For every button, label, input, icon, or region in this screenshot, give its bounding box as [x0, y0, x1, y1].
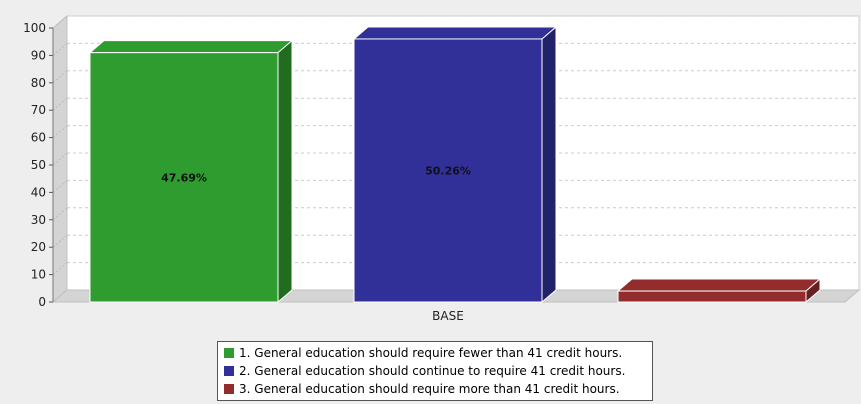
legend-label-2: 2. General education should continue to …	[239, 364, 626, 378]
bar	[353, 38, 543, 303]
gridline-side	[52, 180, 68, 193]
chart-svg: 0 10 20 30 40 50 60 70 80 90 100 47.69% 50.26% BASE	[23, 14, 861, 323]
legend-swatch-3	[224, 384, 234, 394]
y-tick-label: 0	[38, 295, 46, 309]
gridline-side	[52, 207, 68, 221]
gridline-side	[52, 152, 68, 166]
legend-item-2: 2. General education should continue to …	[224, 362, 646, 380]
legend-swatch-2	[224, 366, 234, 376]
bar-side	[277, 39, 293, 304]
bar-top	[88, 40, 294, 54]
bar-top	[616, 278, 822, 292]
legend-item-3: 3. General education should require more…	[224, 380, 646, 398]
bar	[89, 52, 279, 303]
gridline-side	[52, 97, 68, 111]
y-tick-label: 40	[31, 185, 46, 199]
gridline-side	[52, 15, 68, 29]
y-tick-label: 100	[23, 21, 46, 35]
x-category-label: BASE	[432, 309, 464, 323]
y-tick-label: 30	[31, 213, 46, 227]
legend-label-3: 3. General education should require more…	[239, 382, 620, 396]
y-tick-label: 10	[31, 268, 46, 282]
legend-label-1: 1. General education should require fewe…	[239, 346, 623, 360]
gridline-side	[52, 234, 68, 248]
y-tick-label: 20	[31, 240, 46, 254]
y-tick-label: 50	[31, 158, 46, 172]
bar-data-label: 50.26%	[425, 164, 471, 177]
y-tick-label: 90	[31, 48, 46, 62]
legend-item-1: 1. General education should require fewe…	[224, 344, 646, 362]
y-tick-label: 70	[31, 103, 46, 117]
y-tick-label: 60	[31, 131, 46, 145]
gridline-side	[52, 70, 68, 84]
bar	[617, 290, 807, 303]
gridline-side	[52, 125, 68, 138]
legend-swatch-1	[224, 348, 234, 358]
gridline-side	[52, 262, 68, 275]
legend: 1. General education should require fewe…	[217, 341, 653, 401]
bar-side	[541, 25, 557, 304]
bar-chart: 0 10 20 30 40 50 60 70 80 90 100 47.69% 50.26% BASE	[23, 14, 861, 323]
gridline-side	[52, 43, 68, 56]
y-tick-label: 80	[31, 76, 46, 90]
bar-data-label: 47.69%	[161, 171, 207, 184]
bar-top	[352, 26, 558, 40]
